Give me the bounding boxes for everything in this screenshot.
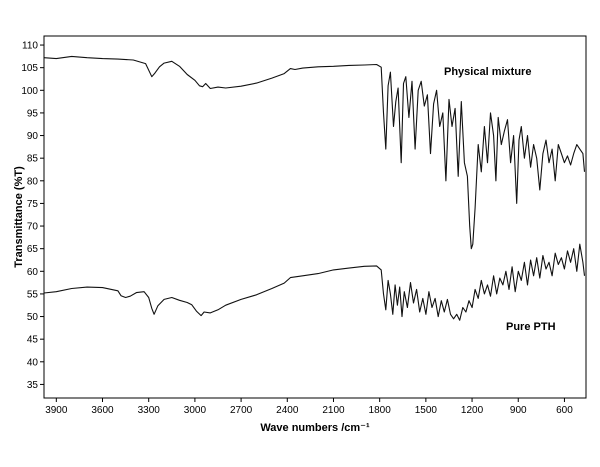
x-tick-label-2400: 2400 — [276, 405, 299, 416]
y-tick-label-55: 55 — [27, 289, 39, 300]
series-layer — [43, 55, 586, 321]
series-line-physical-mixture — [43, 55, 586, 250]
x-axis-title: Wave numbers /cm⁻¹ — [260, 422, 370, 434]
y-tick-label-35: 35 — [27, 380, 39, 391]
x-tick-label-3000: 3000 — [184, 405, 207, 416]
y-tick-label-90: 90 — [27, 131, 39, 142]
x-tick-label-3900: 3900 — [45, 405, 68, 416]
y-tick-label-60: 60 — [27, 267, 39, 278]
y-tick-label-45: 45 — [27, 335, 39, 346]
x-tick-label-3300: 3300 — [138, 405, 161, 416]
x-tick-label-2700: 2700 — [230, 405, 253, 416]
x-tick-label-2100: 2100 — [322, 405, 345, 416]
y-tick-label-95: 95 — [27, 108, 39, 119]
x-axis-ticks: 3900 3600 3300 3000 2700 2400 2100 1800 1500 1200… — [45, 398, 573, 416]
y-axis-title: Transmittance (%T) — [13, 166, 25, 268]
y-tick-label-100: 100 — [21, 86, 38, 97]
y-tick-label-40: 40 — [27, 357, 39, 368]
x-tick-label-1800: 1800 — [369, 405, 392, 416]
y-axis-ticks: 35 40 45 50 55 60 65 70 75 80 85 90 95 100 105 110 — [21, 41, 44, 391]
y-tick-label-65: 65 — [27, 244, 39, 255]
plot-frame — [43, 35, 587, 399]
y-tick-label-105: 105 — [21, 63, 38, 74]
y-tick-label-70: 70 — [27, 222, 39, 233]
x-tick-label-3600: 3600 — [91, 405, 114, 416]
series-line-pure-pth — [43, 243, 586, 321]
y-tick-label-50: 50 — [27, 312, 39, 323]
x-tick-label-1200: 1200 — [461, 405, 484, 416]
y-tick-label-85: 85 — [27, 154, 39, 165]
y-tick-label-80: 80 — [27, 176, 39, 187]
x-tick-label-900: 900 — [510, 405, 527, 416]
y-tick-label-110: 110 — [22, 41, 38, 52]
series-label-pure-pth: Pure PTH — [506, 321, 556, 333]
y-tick-label-75: 75 — [27, 199, 39, 210]
series-label-physical-mixture: Physical mixture — [444, 66, 531, 78]
x-tick-label-1500: 1500 — [415, 405, 438, 416]
x-tick-label-600: 600 — [556, 405, 573, 416]
